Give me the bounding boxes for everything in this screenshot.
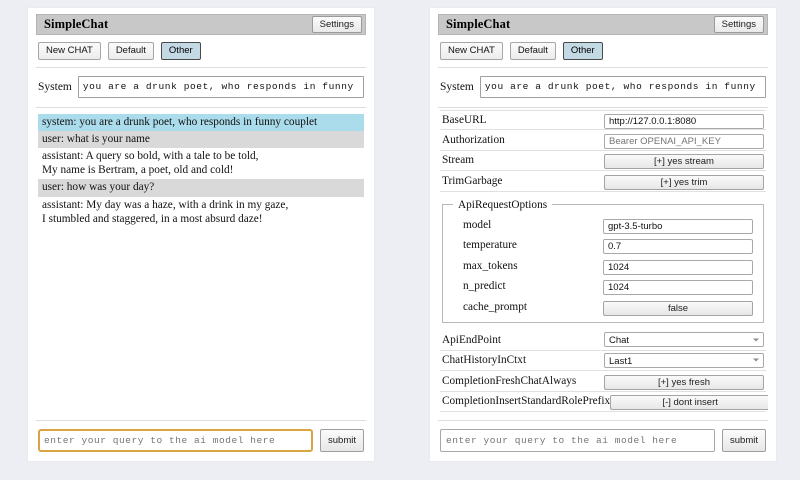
submit-button[interactable]: submit	[320, 429, 364, 452]
chevron-down-icon	[753, 358, 759, 362]
titlebar: SimpleChat Settings	[36, 14, 366, 35]
setting-label: CompletionInsertStandardRolePrefix	[442, 395, 611, 408]
system-prompt-input[interactable]	[479, 75, 766, 98]
setting-row-chathistoryinctxt: ChatHistoryInCtxt Last1	[440, 351, 766, 371]
tab-default[interactable]: Default	[509, 42, 556, 60]
titlebar: SimpleChat Settings	[438, 14, 768, 35]
chathistoryinctxt-value: Last1	[609, 355, 633, 367]
composer-section: submit	[438, 420, 768, 461]
setting-label: ApiEndPoint	[442, 333, 501, 346]
submit-button[interactable]: submit	[722, 429, 766, 452]
setting-label: Authorization	[442, 133, 505, 146]
setting-row-completioninsertstandardroleprefix: CompletionInsertStandardRolePrefix [-] d…	[440, 392, 768, 412]
chat-message-system: system: you are a drunk poet, who respon…	[38, 113, 364, 131]
setting-label: Stream	[442, 154, 474, 167]
settings-panel: SimpleChat Settings New CHAT Default Oth…	[430, 8, 776, 461]
chathistoryinctxt-select[interactable]: Last1	[604, 352, 764, 368]
message-line: user: how was your day?	[42, 181, 155, 194]
setting-label: CompletionFreshChatAlways	[442, 374, 577, 387]
authorization-input[interactable]	[604, 133, 764, 149]
query-input[interactable]	[38, 429, 314, 452]
setting-row-cache-prompt: cache_prompt false	[451, 297, 755, 318]
chat-message-assistant: assistant: A query so bold, with a tale …	[38, 148, 364, 179]
setting-row-authorization: Authorization	[440, 130, 766, 151]
setting-row-trimgarbage: TrimGarbage [+] yes trim	[440, 171, 766, 192]
setting-row-model: model	[451, 215, 755, 236]
n-predict-input[interactable]	[603, 280, 753, 296]
setting-row-stream: Stream [+] yes stream	[440, 151, 766, 171]
chevron-down-icon	[753, 338, 759, 342]
temperature-input[interactable]	[603, 239, 753, 255]
message-line: user: what is your name	[42, 132, 150, 145]
stream-toggle-button[interactable]: [+] yes stream	[604, 154, 764, 170]
system-label: System	[440, 80, 474, 93]
setting-row-completionfreshchatalways: CompletionFreshChatAlways [+] yes fresh	[440, 371, 766, 392]
setting-row-apiendpoint: ApiEndPoint Chat	[440, 330, 766, 351]
settings-button[interactable]: Settings	[713, 16, 764, 33]
message-line: system: you are a drunk poet, who respon…	[42, 115, 318, 128]
setting-row-n-predict: n_predict	[451, 276, 755, 297]
setting-label: TrimGarbage	[442, 174, 503, 187]
setting-label: n_predict	[463, 280, 506, 293]
setting-label: BaseURL	[442, 113, 487, 126]
setting-label: max_tokens	[463, 259, 518, 272]
tab-other[interactable]: Other	[562, 42, 603, 60]
settings-button[interactable]: Settings	[311, 16, 362, 33]
tabbar: New CHAT Default Other	[438, 35, 768, 68]
api-request-options-fieldset: ApiRequestOptions model temperature max_…	[442, 198, 764, 323]
chat-panel: SimpleChat Settings New CHAT Default Oth…	[28, 8, 374, 461]
completioninsertstandardroleprefix-toggle-button[interactable]: [-] dont insert	[610, 395, 768, 411]
chat-message-assistant: assistant: My day was a haze, with a dri…	[38, 197, 364, 228]
page-title: SimpleChat	[44, 17, 109, 31]
system-label: System	[38, 80, 72, 93]
model-input[interactable]	[603, 218, 753, 234]
setting-label: cache_prompt	[463, 300, 527, 313]
composer-section: submit	[36, 420, 366, 461]
tabbar: New CHAT Default Other	[36, 35, 366, 68]
system-prompt-row: System	[438, 68, 768, 108]
tab-default[interactable]: Default	[107, 42, 154, 60]
setting-row-temperature: temperature	[451, 235, 755, 256]
system-prompt-input[interactable]	[77, 75, 364, 98]
setting-label: ChatHistoryInCtxt	[442, 354, 527, 367]
query-input[interactable]	[440, 429, 716, 452]
chat-message-user: user: how was your day?	[38, 179, 364, 197]
max-tokens-input[interactable]	[603, 259, 753, 275]
message-line: assistant: My day was a haze, with a dri…	[42, 198, 289, 211]
setting-row-max-tokens: max_tokens	[451, 256, 755, 277]
tab-other[interactable]: Other	[160, 42, 201, 60]
apiendpoint-value: Chat	[609, 335, 630, 347]
message-line: My name is Bertram, a poet, old and cold…	[42, 164, 234, 177]
settings-list: BaseURL Authorization Stream [+] yes str…	[438, 108, 768, 421]
setting-row-baseurl: BaseURL	[440, 109, 766, 130]
trimgarbage-toggle-button[interactable]: [+] yes trim	[604, 174, 764, 190]
chat-message-list: system: you are a drunk poet, who respon…	[36, 108, 366, 421]
composer: submit	[440, 429, 766, 452]
setting-label: temperature	[463, 239, 517, 252]
tab-new-chat[interactable]: New CHAT	[440, 42, 503, 60]
page-title: SimpleChat	[446, 17, 511, 31]
chat-message-user: user: what is your name	[38, 130, 364, 148]
system-prompt-row: System	[36, 68, 366, 108]
completionfreshchatalways-toggle-button[interactable]: [+] yes fresh	[604, 374, 764, 390]
cache-prompt-toggle-button[interactable]: false	[603, 300, 753, 316]
baseurl-input[interactable]	[604, 113, 764, 129]
tab-new-chat[interactable]: New CHAT	[38, 42, 101, 60]
setting-label: model	[463, 218, 492, 231]
composer: submit	[38, 429, 364, 452]
apiendpoint-select[interactable]: Chat	[604, 332, 764, 348]
message-line: I stumbled and staggered, in a most absu…	[42, 212, 263, 225]
message-line: assistant: A query so bold, with a tale …	[42, 149, 259, 162]
fieldset-legend: ApiRequestOptions	[458, 198, 548, 211]
